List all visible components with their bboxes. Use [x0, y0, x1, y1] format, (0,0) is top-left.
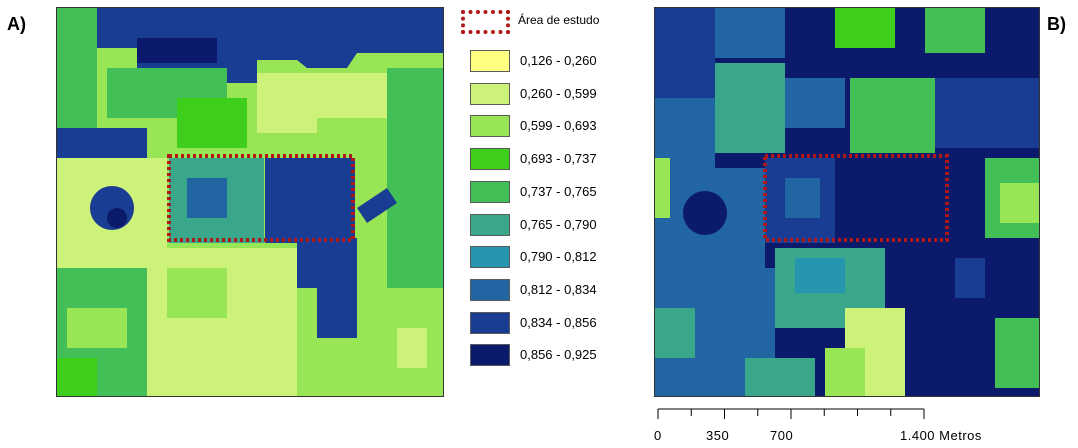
map-panel-b: [654, 7, 1040, 397]
map-b-raster: [655, 8, 1039, 396]
scale-tick-label: 700: [770, 428, 794, 443]
legend-swatch: [470, 311, 510, 334]
legend-swatch: [470, 180, 510, 203]
legend-label: 0,737 - 0,765: [520, 183, 597, 199]
map-panel-a: [56, 7, 444, 397]
study-area-legend-label: Área de estudo: [518, 13, 600, 27]
legend-label: 0,790 - 0,812: [520, 249, 597, 265]
study-area-outline-a: [167, 154, 355, 242]
map-a-raster: [57, 8, 443, 396]
legend-swatch: [470, 115, 510, 138]
legend-label: 0,599 - 0,693: [520, 118, 597, 134]
legend-swatch: [470, 246, 510, 269]
study-area-outline-b: [763, 154, 949, 242]
legend-swatch: [470, 344, 510, 367]
scale-tick-label: 0: [654, 428, 662, 443]
legend-label: 0,126 - 0,260: [520, 53, 597, 68]
panel-b-label: B): [1047, 14, 1066, 34]
panel-a-label: A): [7, 14, 26, 34]
legend-swatch: [470, 82, 510, 105]
legend-label: 0,693 - 0,737: [520, 151, 597, 167]
scale-tick-label: 1.400 Metros: [900, 428, 982, 443]
scale-tick-label: 350: [706, 428, 730, 443]
legend-swatch: [470, 213, 510, 236]
study-area-legend-swatch: [461, 10, 510, 34]
legend-swatch: [470, 50, 510, 72]
legend-label: 0,812 - 0,834: [520, 281, 597, 297]
legend-label: 0,856 - 0,925: [520, 347, 597, 363]
legend-label: 0,765 - 0,790: [520, 216, 597, 232]
scale-bar: [657, 408, 925, 419]
legend-swatch: [470, 148, 510, 171]
legend-label: 0,260 - 0,599: [520, 85, 597, 101]
legend-swatch: [470, 278, 510, 301]
legend-label: 0,834 - 0,856: [520, 314, 597, 330]
